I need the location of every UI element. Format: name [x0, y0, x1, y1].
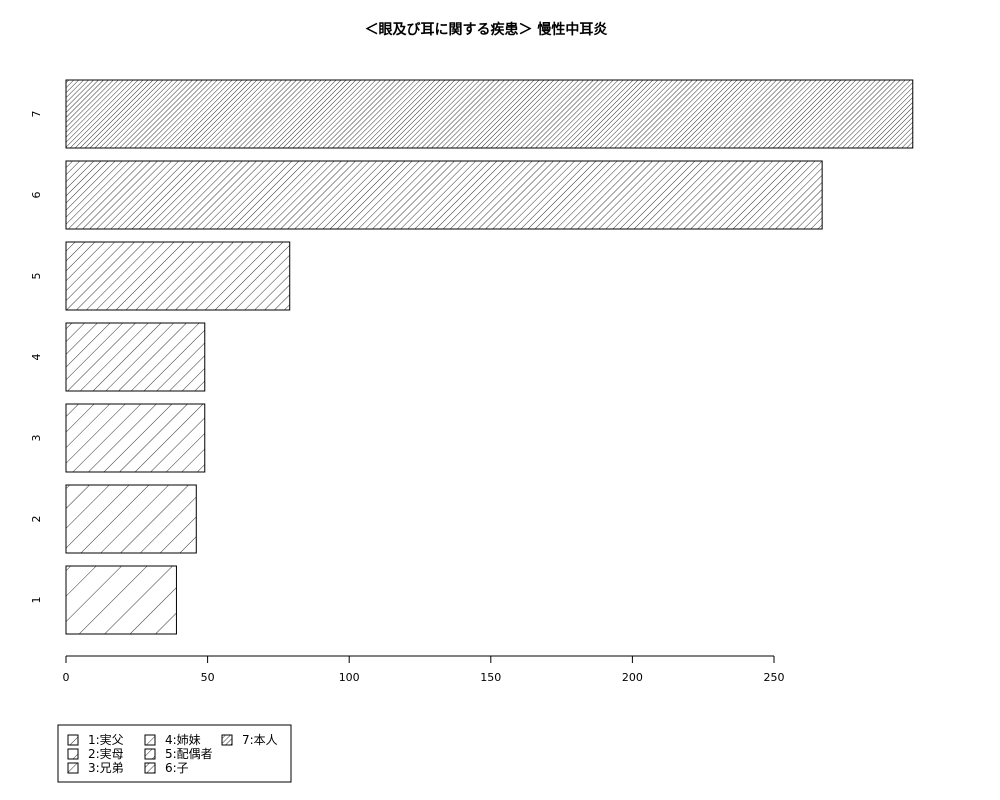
bar-4	[65, 322, 206, 392]
y-tick-label: 2	[30, 516, 43, 523]
x-tick-label: 0	[63, 671, 70, 684]
legend-label: 3:兄弟	[88, 761, 124, 775]
y-tick-label: 5	[30, 273, 43, 280]
x-tick-label: 250	[764, 671, 785, 684]
legend-swatch	[144, 748, 156, 760]
legend-swatch	[144, 734, 156, 746]
y-tick-label: 7	[30, 111, 43, 118]
x-axis: 0 50 100 150 200 250	[63, 655, 785, 684]
legend-swatch	[67, 748, 79, 760]
bar-2	[65, 484, 197, 554]
legend-swatch	[221, 734, 233, 746]
legend-box	[57, 724, 292, 783]
bar-7	[65, 79, 914, 149]
legend-swatch	[67, 734, 79, 746]
y-tick-label: 4	[30, 354, 43, 361]
bar-6	[65, 160, 823, 230]
legend-label: 1:実父	[88, 732, 124, 747]
legend-label: 7:本人	[242, 733, 278, 747]
legend-swatch	[144, 762, 156, 774]
x-tick-label: 200	[622, 671, 643, 684]
bar-1	[65, 565, 177, 635]
x-tick-label: 100	[339, 671, 360, 684]
y-tick-label: 1	[30, 597, 43, 604]
legend-label: 5:配偶者	[165, 747, 213, 761]
chart-title: ＜眼及び耳に関する疾患＞ 慢性中耳炎	[365, 21, 608, 38]
legend-label: 6:子	[165, 761, 189, 775]
legend-label: 4:姉妹	[165, 732, 201, 747]
y-tick-label: 3	[30, 435, 43, 442]
bar-5	[65, 241, 291, 311]
bars	[65, 79, 914, 635]
legend-label: 2:実母	[88, 746, 124, 761]
x-tick-label: 150	[480, 671, 501, 684]
y-tick-label: 6	[30, 192, 43, 199]
bar-3	[65, 403, 206, 473]
x-tick-label: 50	[201, 671, 215, 684]
y-axis-labels: 1 2 3 4 5 6 7	[30, 111, 43, 604]
legend-swatch	[67, 762, 79, 774]
